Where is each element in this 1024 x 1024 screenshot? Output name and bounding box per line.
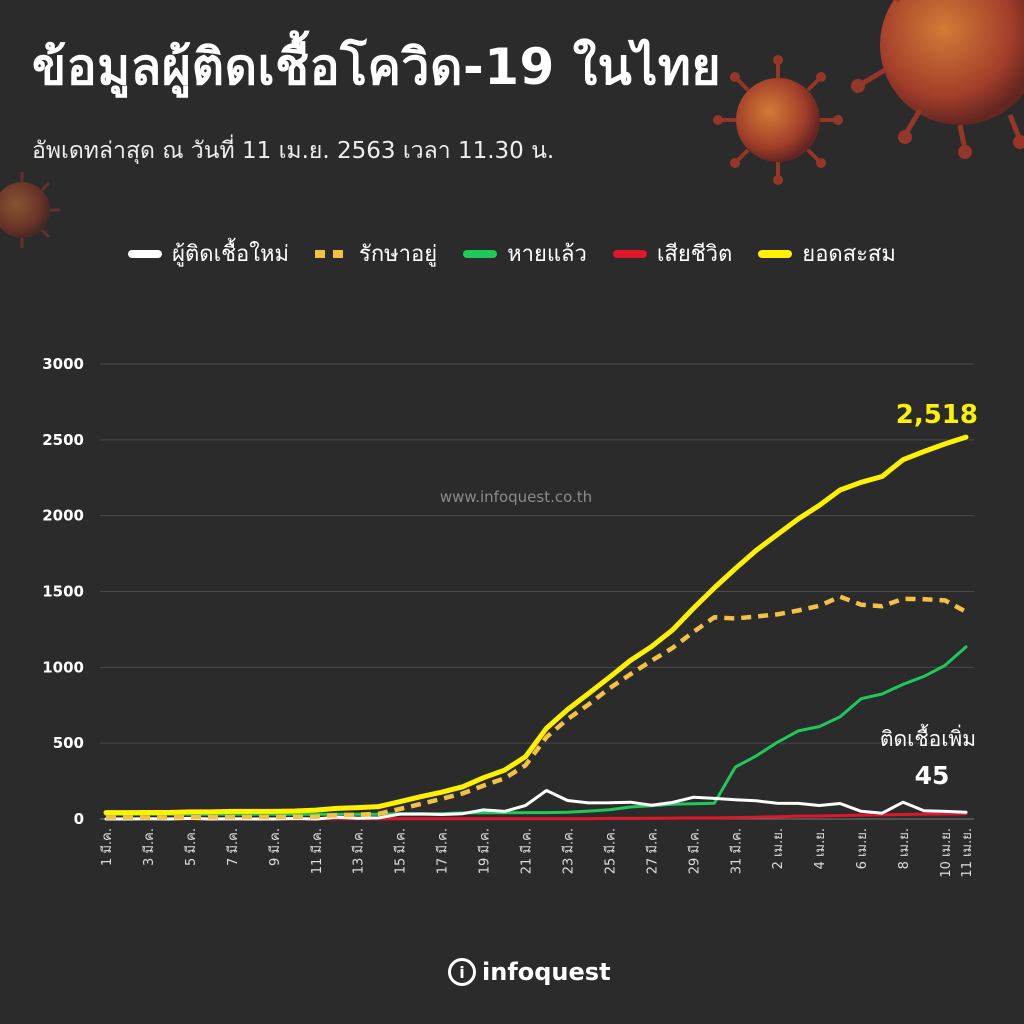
legend-item-new-cases: ผู้ติดเชื้อใหม่ <box>128 236 289 271</box>
x-tick-label: 23 มี.ค. <box>560 828 576 874</box>
new-cases-value-label: 45 <box>915 761 950 790</box>
series-line-active <box>106 594 968 820</box>
legend-swatch-cumulative <box>758 249 793 258</box>
x-tick-label: 11 มี.ค. <box>309 828 325 874</box>
new-cases-annotation-label: ติดเชื้อเพิ่ม <box>880 724 976 751</box>
legend-label-new-cases: ผู้ติดเชื้อใหม่ <box>172 242 289 267</box>
legend-swatch-active <box>315 249 349 258</box>
y-tick-label: 2500 <box>42 431 84 449</box>
x-tick-label: 17 มี.ค. <box>435 828 451 874</box>
x-tick-label: 11 เม.ย. <box>960 828 975 878</box>
x-tick-label: 9 มี.ค. <box>267 828 283 866</box>
y-tick-label: 500 <box>53 734 84 752</box>
legend-label-cumulative: ยอดสะสม <box>802 242 896 267</box>
legend-swatch-recovered <box>463 249 498 258</box>
x-tick-label: 25 มี.ค. <box>602 828 618 874</box>
page-subtitle: อัพเดทล่าสุด ณ วันที่ 11 เม.ย. 2563 เวลา… <box>32 138 555 164</box>
x-tick-label: 13 มี.ค. <box>351 828 367 874</box>
legend-label-recovered: หายแล้ว <box>507 242 587 267</box>
series-line-recovered <box>104 645 968 816</box>
virus-small-icon <box>0 172 60 248</box>
chart-legend: ผู้ติดเชื้อใหม่ รักษาอยู่ หายแล้ว เสียชี… <box>0 236 1024 271</box>
x-tick-label: 1 มี.ค. <box>99 828 115 866</box>
virus-medium-icon <box>713 55 843 185</box>
legend-label-active: รักษาอยู่ <box>359 242 438 267</box>
x-tick-label: 6 เม.ย. <box>855 828 870 869</box>
y-tick-label: 2000 <box>42 507 84 525</box>
x-tick-label: 10 เม.ย. <box>939 828 954 878</box>
x-tick-label: 5 มี.ค. <box>183 828 199 866</box>
x-tick-label: 31 มี.ค. <box>728 828 744 874</box>
x-tick-label: 21 มี.ค. <box>519 828 535 874</box>
legend-item-cumulative: ยอดสะสม <box>758 236 896 271</box>
y-tick-label: 0 <box>74 810 84 828</box>
legend-item-recovered: หายแล้ว <box>463 236 587 271</box>
logo-text: infoquest <box>482 958 611 986</box>
legend-label-deaths: เสียชีวิต <box>656 242 733 267</box>
series-line-cumulative <box>103 434 969 816</box>
x-tick-label: 2 เม.ย. <box>771 828 786 869</box>
y-tick-label: 1500 <box>42 583 84 601</box>
x-tick-label: 4 เม.ย. <box>813 828 828 869</box>
x-tick-label: 29 มี.ค. <box>686 828 702 874</box>
y-tick-label: 1000 <box>42 658 84 676</box>
x-tick-label: 19 มี.ค. <box>477 828 493 874</box>
infoquest-logo-icon: i <box>448 958 476 986</box>
x-tick-label: 27 มี.ค. <box>644 828 660 874</box>
legend-item-active: รักษาอยู่ <box>315 236 437 271</box>
watermark: www.infoquest.co.th <box>440 488 592 506</box>
legend-swatch-new-cases <box>128 249 163 258</box>
legend-item-deaths: เสียชีวิต <box>612 236 733 271</box>
x-tick-label: 3 มี.ค. <box>141 828 157 866</box>
page-title: ข้อมูลผู้ติดเชื้อโควิด-19 ในไทย <box>32 38 722 96</box>
y-tick-label: 3000 <box>42 355 84 373</box>
x-tick-label: 8 เม.ย. <box>897 828 912 869</box>
x-tick-label: 7 มี.ค. <box>225 828 241 866</box>
x-tick-label: 15 มี.ค. <box>393 828 409 874</box>
legend-swatch-deaths <box>612 249 647 258</box>
footer-logo: i infoquest <box>448 958 611 986</box>
cumulative-value-label: 2,518 <box>896 400 978 430</box>
virus-large-icon <box>851 0 1024 159</box>
